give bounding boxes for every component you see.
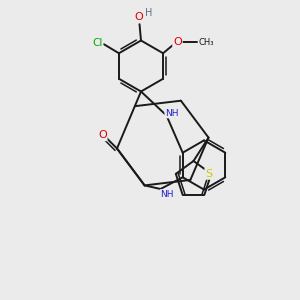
Text: NH: NH [160,190,174,199]
Text: O: O [98,130,107,140]
Text: H: H [145,8,152,18]
Text: S: S [205,169,212,179]
Text: O: O [134,12,143,22]
Text: O: O [173,37,182,47]
Text: Cl: Cl [92,38,103,48]
Text: CH₃: CH₃ [199,38,214,47]
Text: NH: NH [165,109,178,118]
